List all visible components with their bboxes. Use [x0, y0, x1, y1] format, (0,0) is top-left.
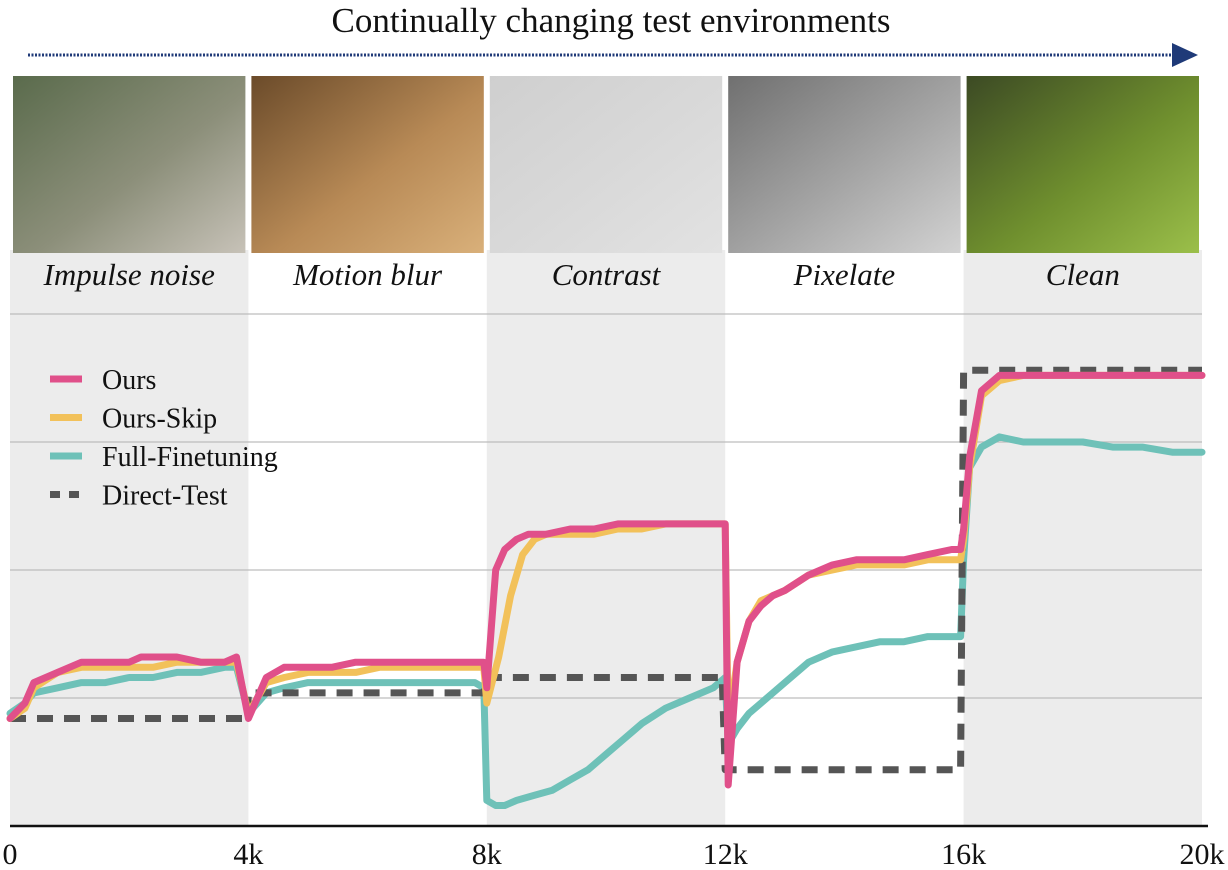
contrast-thumbnail	[489, 76, 723, 253]
domain-label: Motion blur	[292, 257, 443, 292]
legend-item-ours: Ours	[50, 365, 156, 396]
x-tick-label: 12k	[703, 838, 748, 870]
domain-labels: Impulse noise Motion blur Contrast Pixelate…	[43, 257, 1120, 292]
domain-label: Contrast	[552, 257, 662, 292]
impulse-noise-thumbnail	[13, 76, 246, 253]
series-lines	[6, 366, 1206, 809]
y-gridlines	[10, 313, 1202, 699]
legend-label: Ours-Skip	[102, 404, 217, 435]
legend-label: Direct-Test	[102, 481, 228, 512]
domain-label: Clean	[1046, 257, 1120, 292]
x-tick-label: 8k	[472, 838, 502, 870]
legend-item-direct-test: Direct-Test	[50, 481, 228, 512]
x-tick-label: 4k	[233, 838, 263, 870]
domain-thumbnails	[13, 76, 1199, 253]
domain-bands	[10, 250, 1202, 826]
legend-item-ours-skip: Ours-Skip	[50, 404, 217, 435]
motion-blur-thumbnail	[251, 76, 484, 253]
domain-label: Pixelate	[793, 257, 896, 292]
domain-band	[963, 250, 1202, 826]
domain-band	[10, 250, 249, 826]
x-tick-label: 0	[3, 838, 18, 870]
chart-title: Continually changing test environments	[332, 1, 891, 40]
x-axis: 0 4k 8k 12k 16k 20k	[3, 824, 1225, 870]
x-tick-label: 16k	[941, 838, 986, 870]
series-line-ours	[6, 371, 1206, 789]
series-line-direct-test	[10, 366, 1202, 774]
x-tick-label: 20k	[1180, 838, 1225, 870]
legend-item-full-finetuning: Full-Finetuning	[50, 442, 278, 473]
domain-label: Impulse noise	[43, 257, 216, 292]
pixelate-thumbnail	[728, 76, 961, 253]
progress-arrow	[28, 43, 1198, 67]
legend-label: Full-Finetuning	[102, 442, 278, 473]
legend: Ours Ours-Skip Full-Finetuning Direct-Test	[50, 365, 278, 512]
legend-label: Ours	[102, 365, 156, 396]
clean-thumbnail	[966, 76, 1199, 253]
